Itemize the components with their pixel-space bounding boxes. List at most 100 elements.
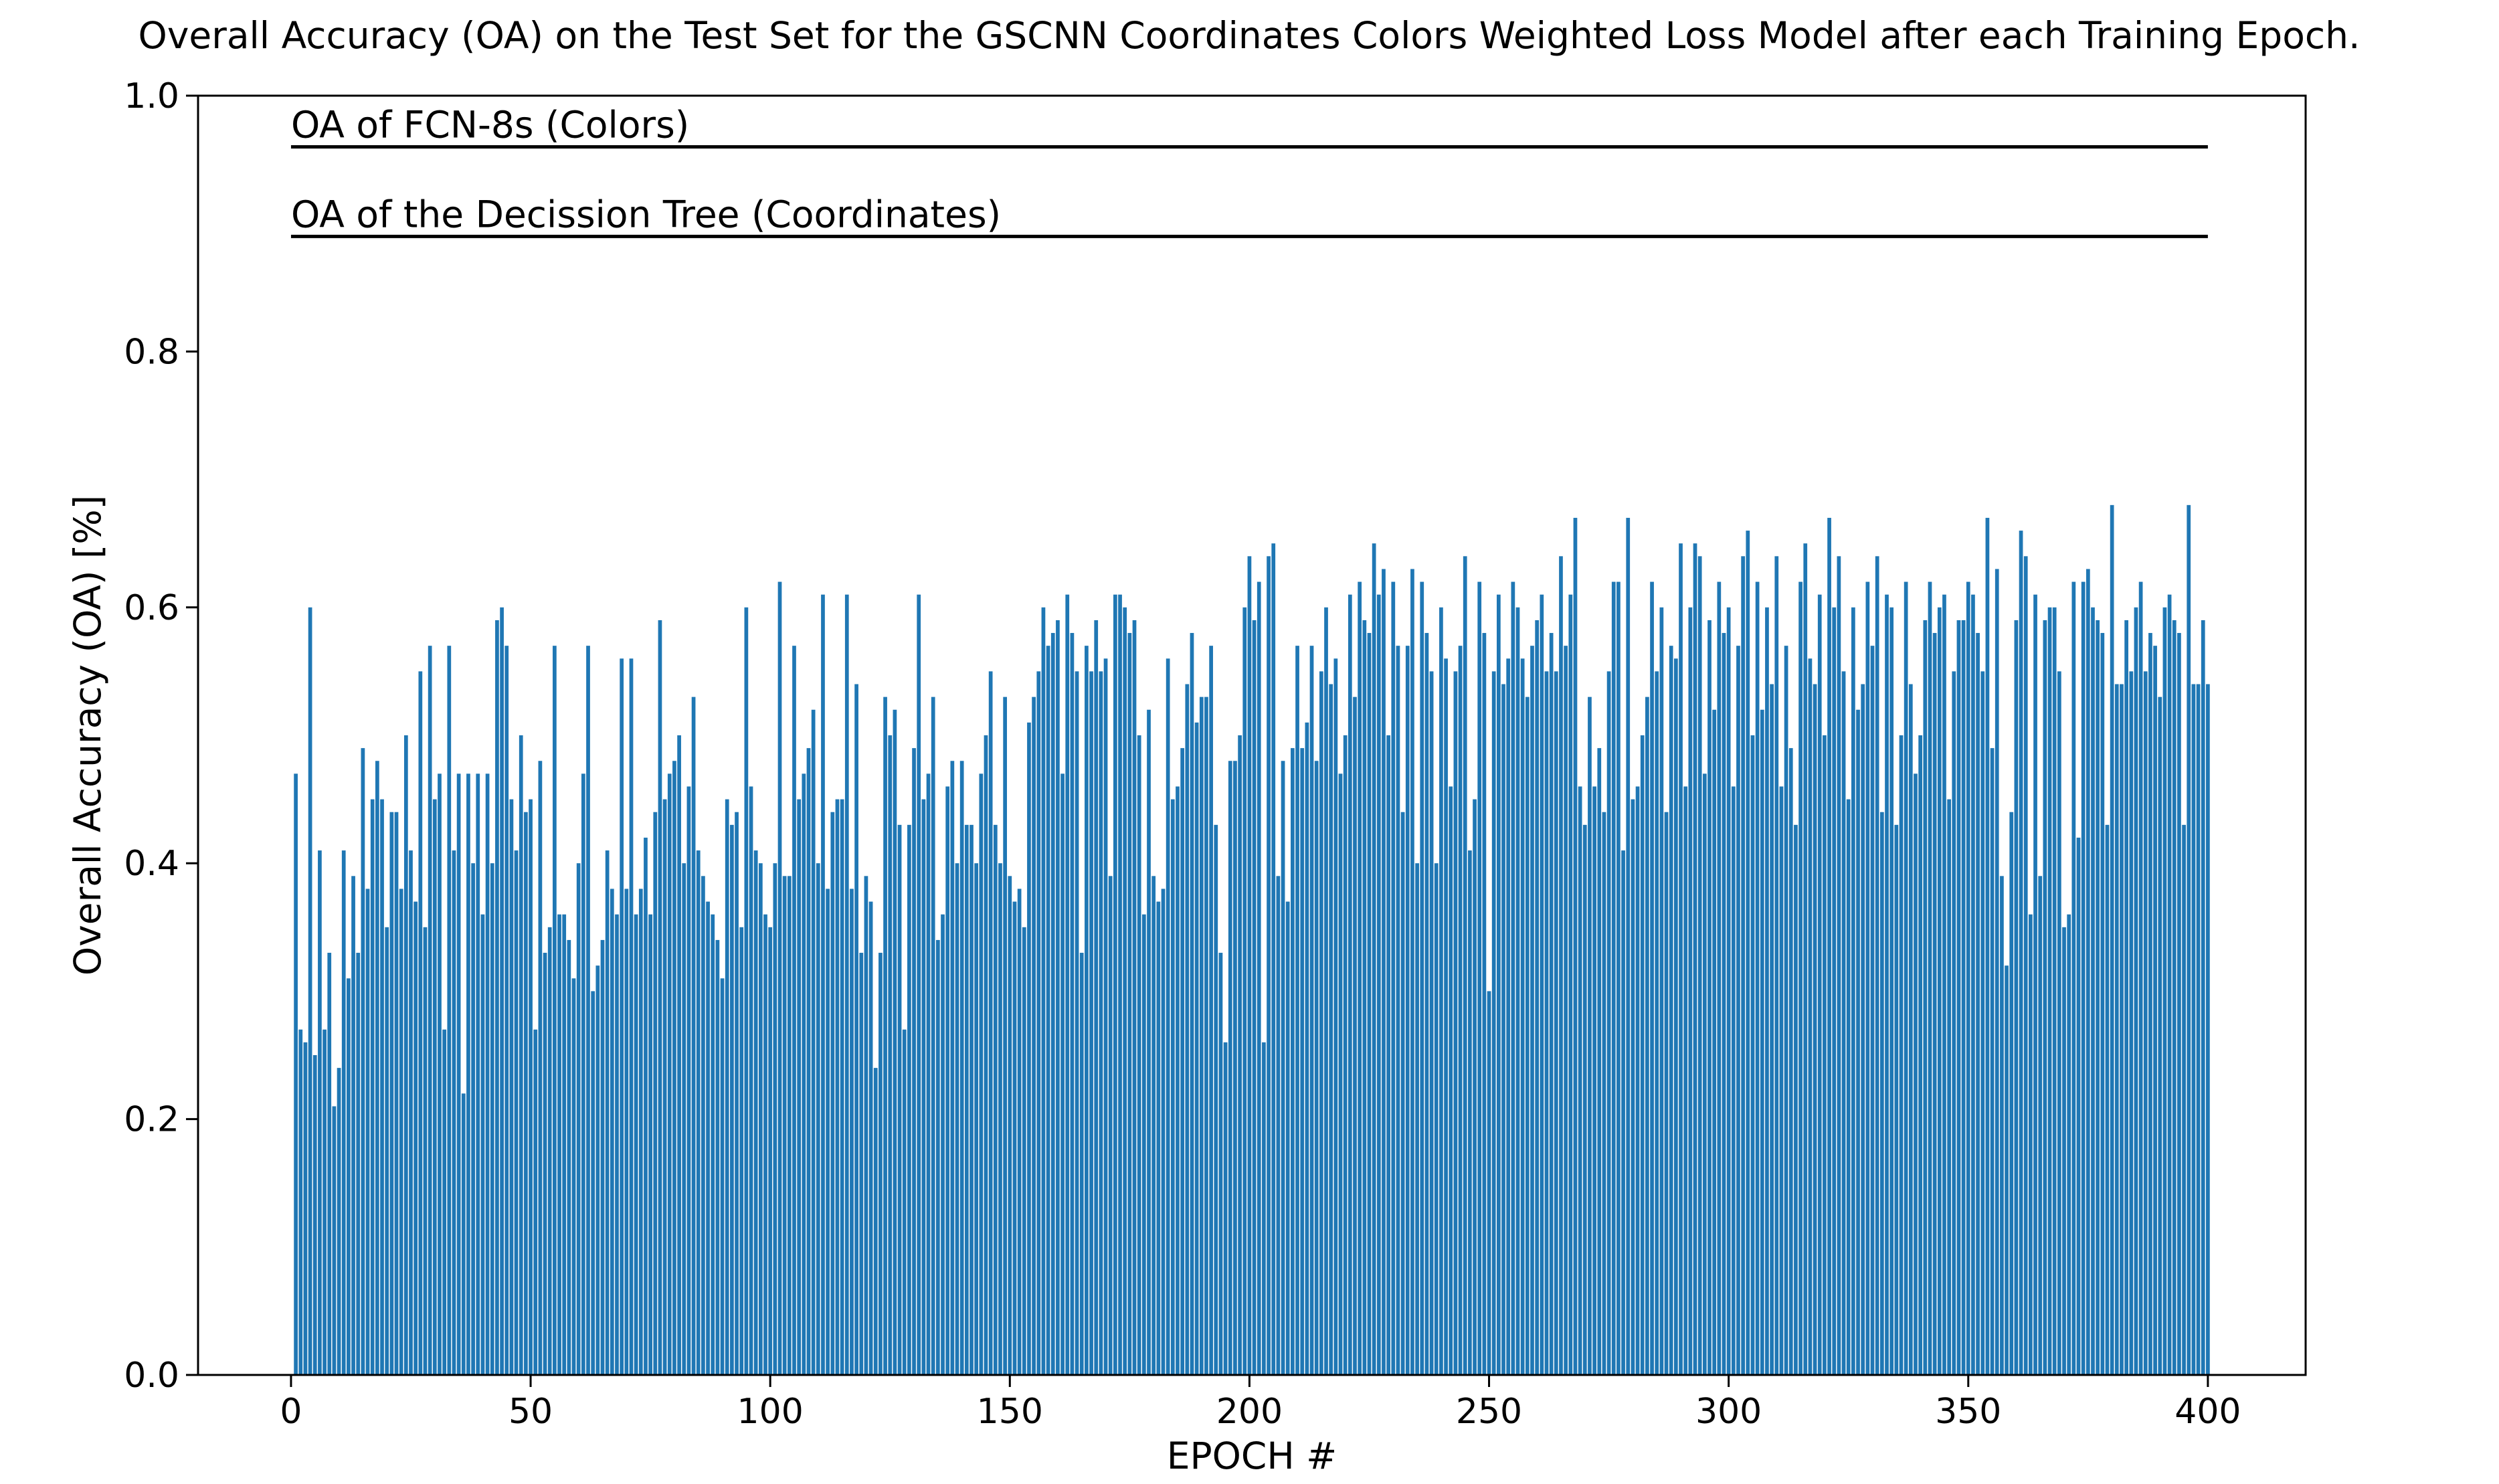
bar: [2191, 684, 2196, 1375]
bar: [735, 812, 739, 1375]
bar: [859, 953, 864, 1375]
bar: [2076, 837, 2081, 1375]
bar: [1329, 684, 1333, 1375]
bar: [1487, 991, 1491, 1375]
bar: [2023, 556, 2028, 1375]
bar: [2096, 620, 2100, 1376]
x-tick-label: 300: [1695, 1392, 1762, 1432]
bar: [600, 939, 605, 1375]
bar: [2143, 671, 2148, 1375]
bar: [1123, 607, 1127, 1375]
bar: [1918, 735, 1923, 1375]
bar: [1765, 607, 1769, 1375]
bar: [1281, 761, 1285, 1375]
bar: [1506, 658, 1511, 1375]
bar: [926, 773, 931, 1375]
bar: [2105, 824, 2110, 1375]
bar: [1645, 697, 1649, 1375]
x-axis-label: EPOCH #: [1167, 1434, 1337, 1477]
bar: [715, 939, 720, 1375]
bar: [964, 824, 969, 1375]
bar: [1343, 735, 1348, 1375]
bar: [1774, 556, 1779, 1375]
bar: [1707, 620, 1711, 1376]
bar: [595, 965, 600, 1375]
bar: [1362, 620, 1367, 1376]
bar: [864, 876, 868, 1375]
bar: [893, 709, 897, 1375]
bar: [365, 889, 370, 1375]
bar: [1731, 786, 1736, 1375]
bar: [1223, 1042, 1228, 1375]
bar: [1914, 773, 1918, 1375]
bar: [777, 581, 782, 1375]
bar: [662, 799, 667, 1375]
y-tick-label: 0.0: [124, 1356, 179, 1396]
bar: [509, 799, 514, 1375]
y-tick-label: 0.6: [124, 588, 179, 628]
bar: [1779, 786, 1784, 1375]
bar: [356, 953, 361, 1375]
bar: [2196, 684, 2201, 1375]
bar: [557, 914, 561, 1375]
bar: [1631, 799, 1635, 1375]
bar: [1477, 581, 1482, 1375]
bar: [2057, 671, 2061, 1375]
bar: [447, 646, 452, 1376]
bar: [1626, 517, 1631, 1376]
bar: [1966, 581, 1970, 1375]
bar: [1717, 581, 1722, 1375]
bar: [351, 876, 355, 1375]
bar: [2043, 620, 2047, 1376]
bar: [380, 799, 384, 1375]
bar: [490, 863, 494, 1375]
bar: [1794, 824, 1798, 1375]
bar: [749, 786, 753, 1375]
x-tick-label: 0: [280, 1392, 302, 1432]
bar: [1075, 671, 1079, 1375]
bar: [1664, 812, 1669, 1375]
bar: [2033, 594, 2037, 1376]
bar: [322, 1029, 327, 1375]
bar: [1879, 812, 1884, 1375]
bar: [1904, 581, 1908, 1375]
bar: [586, 646, 590, 1376]
bar: [1271, 543, 1276, 1376]
bar: [1947, 799, 1951, 1375]
bar: [1611, 581, 1616, 1375]
bar: [2114, 684, 2119, 1375]
bar: [912, 748, 916, 1375]
bar: [524, 812, 528, 1375]
bar: [1372, 543, 1376, 1376]
bar: [576, 863, 581, 1375]
bar: [567, 939, 571, 1375]
bar: [998, 863, 1002, 1375]
bar: [677, 735, 681, 1375]
bar: [1118, 594, 1122, 1376]
bar: [720, 978, 725, 1375]
bar: [1635, 786, 1640, 1375]
bar: [341, 850, 346, 1375]
bar: [873, 1068, 878, 1375]
bar: [1439, 607, 1443, 1375]
bar: [375, 761, 379, 1375]
bar: [1424, 633, 1429, 1375]
bar: [1410, 569, 1414, 1376]
bar: [1185, 684, 1190, 1375]
bar: [1204, 697, 1208, 1375]
bar: [1980, 671, 1985, 1375]
bar: [529, 799, 533, 1375]
bar: [1568, 594, 1573, 1376]
bar: [1928, 581, 1932, 1375]
bar: [1022, 927, 1026, 1375]
bar: [1736, 646, 1740, 1376]
bar: [308, 607, 312, 1375]
bar: [1036, 671, 1041, 1375]
bar: [1549, 633, 1554, 1375]
bar: [1741, 556, 1746, 1375]
bar: [1099, 671, 1103, 1375]
bar: [658, 620, 662, 1376]
bar: [826, 889, 830, 1375]
bar: [1228, 761, 1232, 1375]
bar: [1760, 709, 1764, 1375]
